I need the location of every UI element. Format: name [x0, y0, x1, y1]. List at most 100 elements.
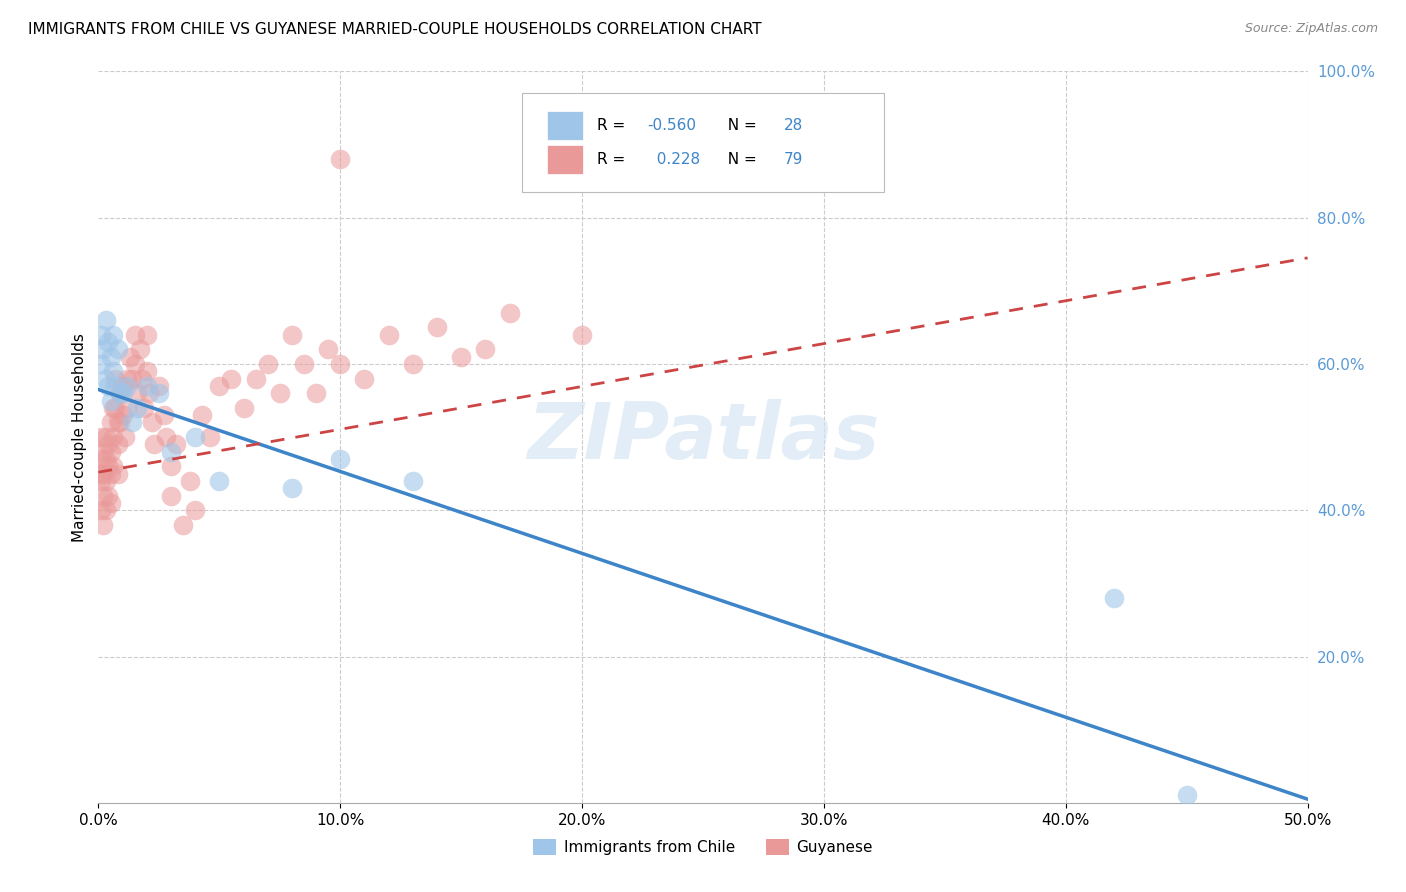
Point: [152, 408, 174, 422]
Point: [100, 444, 122, 458]
Point: [108, 416, 131, 430]
Point: [191, 408, 214, 422]
Text: R =: R =: [596, 118, 630, 133]
Point: [94, 313, 117, 327]
Point: [1102, 591, 1125, 605]
Point: [100, 416, 122, 430]
Point: [107, 416, 129, 430]
Point: [402, 474, 425, 488]
Point: [160, 459, 183, 474]
Point: [269, 386, 291, 401]
Point: [135, 364, 157, 378]
Point: [426, 320, 449, 334]
Point: [97, 334, 120, 349]
Text: -0.560: -0.560: [647, 118, 696, 133]
Point: [100, 496, 122, 510]
Point: [184, 430, 207, 444]
Point: [114, 430, 136, 444]
Point: [90, 327, 112, 342]
Point: [232, 401, 254, 415]
Point: [128, 343, 150, 357]
Point: [165, 437, 187, 451]
Point: [124, 327, 146, 342]
Point: [135, 379, 157, 393]
Point: [91, 467, 114, 481]
Point: [316, 343, 339, 357]
Point: [100, 350, 122, 364]
Point: [474, 343, 496, 357]
Point: [104, 379, 127, 393]
FancyBboxPatch shape: [522, 94, 884, 192]
Point: [377, 327, 399, 342]
Point: [131, 371, 153, 385]
Point: [571, 327, 593, 342]
Point: [134, 401, 156, 415]
Point: [221, 371, 243, 385]
Point: [208, 379, 231, 393]
Point: [179, 474, 201, 488]
Point: [91, 489, 114, 503]
Point: [402, 357, 425, 371]
Point: [353, 371, 375, 385]
Text: 79: 79: [785, 152, 803, 167]
Point: [172, 517, 194, 532]
Text: ZIPatlas: ZIPatlas: [527, 399, 879, 475]
Text: N =: N =: [717, 118, 761, 133]
Point: [91, 517, 114, 532]
Point: [104, 371, 127, 385]
Point: [245, 371, 267, 385]
Point: [90, 452, 112, 467]
Point: [90, 467, 112, 481]
Point: [127, 386, 149, 401]
Point: [305, 386, 328, 401]
Point: [148, 379, 170, 393]
Point: [101, 430, 124, 444]
Point: [208, 474, 231, 488]
Point: [135, 327, 157, 342]
Point: [160, 444, 183, 458]
Point: [329, 452, 352, 467]
Point: [121, 416, 143, 430]
Point: [94, 371, 117, 385]
Point: [111, 408, 134, 422]
Point: [90, 503, 112, 517]
Point: [101, 327, 124, 342]
Text: N =: N =: [717, 152, 761, 167]
Point: [97, 437, 120, 451]
Point: [94, 503, 117, 517]
Point: [90, 430, 112, 444]
Point: [292, 357, 315, 371]
Point: [107, 437, 129, 451]
Point: [127, 401, 149, 415]
Point: [498, 306, 520, 320]
Point: [117, 401, 139, 415]
Text: IMMIGRANTS FROM CHILE VS GUYANESE MARRIED-COUPLE HOUSEHOLDS CORRELATION CHART: IMMIGRANTS FROM CHILE VS GUYANESE MARRIE…: [28, 22, 762, 37]
Point: [124, 357, 146, 371]
Point: [97, 489, 120, 503]
Point: [90, 357, 112, 371]
Point: [1175, 789, 1198, 803]
Point: [104, 401, 127, 415]
Point: [184, 503, 207, 517]
Text: Source: ZipAtlas.com: Source: ZipAtlas.com: [1244, 22, 1378, 36]
Point: [108, 386, 131, 401]
Point: [101, 364, 124, 378]
Point: [108, 386, 131, 401]
Point: [94, 452, 117, 467]
Point: [160, 489, 183, 503]
FancyBboxPatch shape: [547, 111, 583, 140]
Point: [148, 386, 170, 401]
Point: [329, 152, 352, 166]
Point: [111, 386, 134, 401]
Point: [90, 474, 112, 488]
Text: R =: R =: [596, 152, 630, 167]
Point: [281, 481, 304, 495]
Point: [97, 459, 120, 474]
Point: [450, 350, 472, 364]
Point: [143, 437, 166, 451]
FancyBboxPatch shape: [547, 145, 583, 175]
Point: [141, 416, 163, 430]
Point: [100, 393, 122, 408]
Point: [97, 379, 120, 393]
Point: [121, 371, 143, 385]
